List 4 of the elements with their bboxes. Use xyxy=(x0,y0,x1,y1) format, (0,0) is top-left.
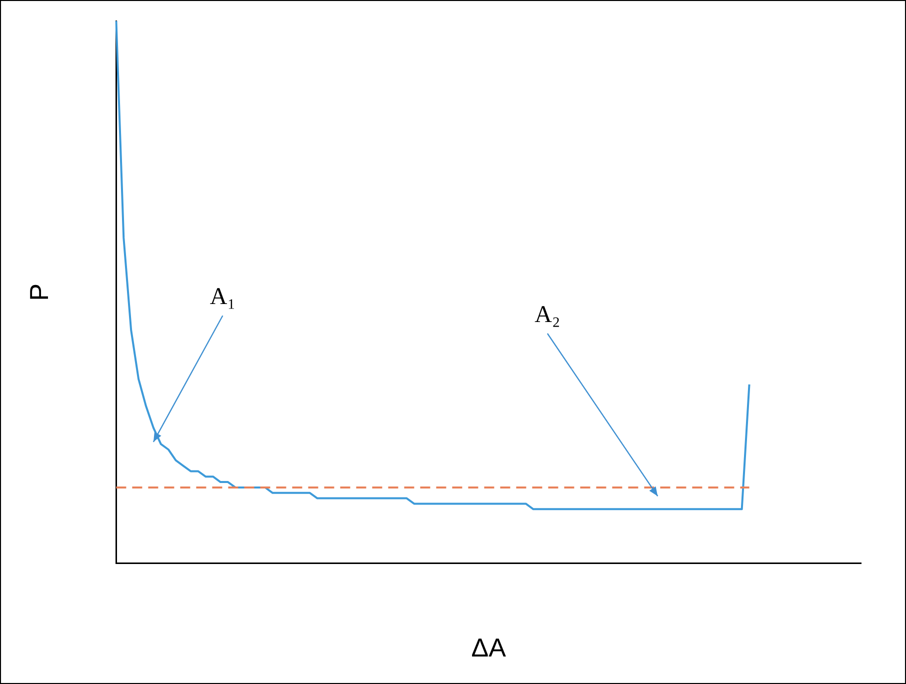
annotation: A₂ xyxy=(534,302,560,328)
x-axis-title: ΔA xyxy=(471,632,507,663)
y-axis-title: P xyxy=(24,284,54,301)
annotation: A₁ xyxy=(210,284,236,310)
